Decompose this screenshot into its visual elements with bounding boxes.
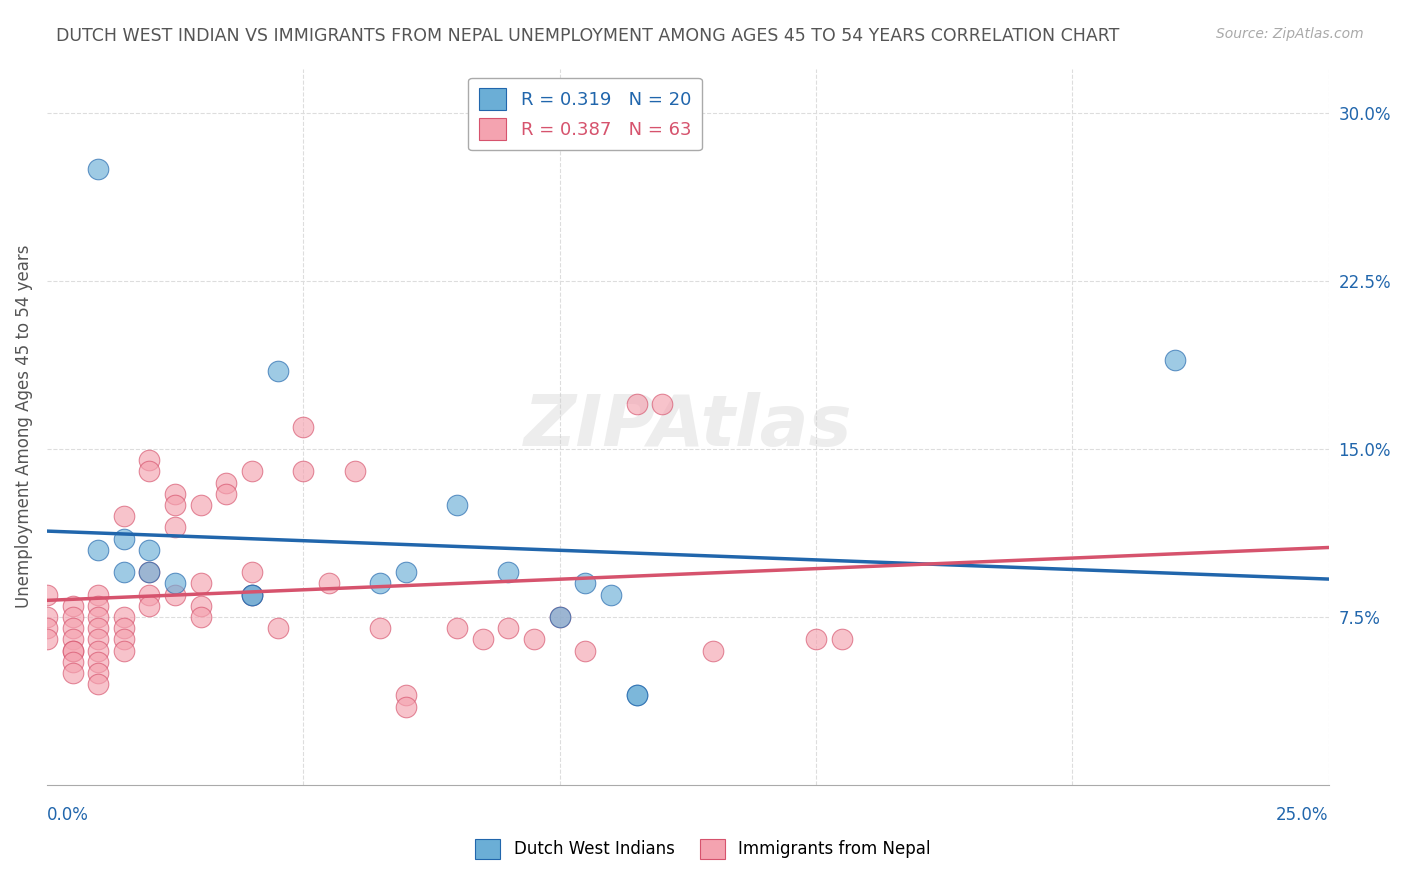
Immigrants from Nepal bbox=[35, 588, 58, 602]
Immigrants from Nepal bbox=[112, 621, 135, 635]
Dutch West Indians bbox=[498, 565, 520, 579]
Dutch West Indians bbox=[574, 576, 596, 591]
Immigrants from Nepal bbox=[112, 632, 135, 647]
Immigrants from Nepal bbox=[318, 576, 340, 591]
Immigrants from Nepal bbox=[62, 599, 84, 613]
Immigrants from Nepal bbox=[35, 632, 58, 647]
Text: ZIPAtlas: ZIPAtlas bbox=[523, 392, 852, 461]
Dutch West Indians bbox=[240, 588, 263, 602]
Immigrants from Nepal bbox=[266, 621, 288, 635]
Immigrants from Nepal bbox=[87, 610, 110, 624]
Immigrants from Nepal bbox=[471, 632, 494, 647]
Dutch West Indians bbox=[626, 689, 648, 703]
Text: DUTCH WEST INDIAN VS IMMIGRANTS FROM NEPAL UNEMPLOYMENT AMONG AGES 45 TO 54 YEAR: DUTCH WEST INDIAN VS IMMIGRANTS FROM NEP… bbox=[56, 27, 1119, 45]
Dutch West Indians bbox=[1164, 352, 1187, 367]
Immigrants from Nepal bbox=[498, 621, 520, 635]
Immigrants from Nepal bbox=[240, 465, 263, 479]
Dutch West Indians bbox=[165, 576, 187, 591]
Immigrants from Nepal bbox=[35, 610, 58, 624]
Immigrants from Nepal bbox=[62, 655, 84, 669]
Y-axis label: Unemployment Among Ages 45 to 54 years: Unemployment Among Ages 45 to 54 years bbox=[15, 245, 32, 608]
Immigrants from Nepal bbox=[87, 621, 110, 635]
Immigrants from Nepal bbox=[87, 632, 110, 647]
Text: Source: ZipAtlas.com: Source: ZipAtlas.com bbox=[1216, 27, 1364, 41]
Immigrants from Nepal bbox=[240, 565, 263, 579]
Immigrants from Nepal bbox=[215, 487, 238, 501]
Immigrants from Nepal bbox=[651, 397, 673, 411]
Text: 0.0%: 0.0% bbox=[46, 806, 89, 824]
Immigrants from Nepal bbox=[523, 632, 546, 647]
Immigrants from Nepal bbox=[395, 689, 418, 703]
Dutch West Indians bbox=[112, 565, 135, 579]
Immigrants from Nepal bbox=[87, 665, 110, 680]
Immigrants from Nepal bbox=[112, 610, 135, 624]
Immigrants from Nepal bbox=[138, 588, 160, 602]
Dutch West Indians bbox=[626, 689, 648, 703]
Immigrants from Nepal bbox=[190, 498, 212, 512]
Dutch West Indians bbox=[395, 565, 418, 579]
Immigrants from Nepal bbox=[574, 643, 596, 657]
Immigrants from Nepal bbox=[138, 465, 160, 479]
Immigrants from Nepal bbox=[62, 665, 84, 680]
Immigrants from Nepal bbox=[368, 621, 391, 635]
Dutch West Indians bbox=[240, 588, 263, 602]
Immigrants from Nepal bbox=[112, 509, 135, 524]
Immigrants from Nepal bbox=[138, 599, 160, 613]
Immigrants from Nepal bbox=[395, 699, 418, 714]
Immigrants from Nepal bbox=[343, 465, 366, 479]
Immigrants from Nepal bbox=[138, 453, 160, 467]
Immigrants from Nepal bbox=[87, 643, 110, 657]
Dutch West Indians bbox=[266, 364, 288, 378]
Immigrants from Nepal bbox=[62, 643, 84, 657]
Immigrants from Nepal bbox=[165, 498, 187, 512]
Immigrants from Nepal bbox=[138, 565, 160, 579]
Immigrants from Nepal bbox=[62, 643, 84, 657]
Legend: R = 0.319   N = 20, R = 0.387   N = 63: R = 0.319 N = 20, R = 0.387 N = 63 bbox=[468, 78, 702, 151]
Dutch West Indians bbox=[138, 542, 160, 557]
Immigrants from Nepal bbox=[165, 520, 187, 534]
Immigrants from Nepal bbox=[62, 621, 84, 635]
Immigrants from Nepal bbox=[626, 397, 648, 411]
Immigrants from Nepal bbox=[87, 677, 110, 691]
Immigrants from Nepal bbox=[292, 465, 315, 479]
Immigrants from Nepal bbox=[548, 610, 571, 624]
Immigrants from Nepal bbox=[87, 655, 110, 669]
Immigrants from Nepal bbox=[62, 632, 84, 647]
Immigrants from Nepal bbox=[190, 576, 212, 591]
Immigrants from Nepal bbox=[87, 588, 110, 602]
Immigrants from Nepal bbox=[165, 588, 187, 602]
Immigrants from Nepal bbox=[165, 487, 187, 501]
Dutch West Indians bbox=[446, 498, 468, 512]
Dutch West Indians bbox=[599, 588, 621, 602]
Immigrants from Nepal bbox=[240, 588, 263, 602]
Immigrants from Nepal bbox=[831, 632, 853, 647]
Immigrants from Nepal bbox=[190, 599, 212, 613]
Immigrants from Nepal bbox=[35, 621, 58, 635]
Immigrants from Nepal bbox=[804, 632, 827, 647]
Text: 25.0%: 25.0% bbox=[1277, 806, 1329, 824]
Immigrants from Nepal bbox=[190, 610, 212, 624]
Dutch West Indians bbox=[368, 576, 391, 591]
Dutch West Indians bbox=[87, 162, 110, 177]
Immigrants from Nepal bbox=[87, 599, 110, 613]
Dutch West Indians bbox=[548, 610, 571, 624]
Legend: Dutch West Indians, Immigrants from Nepal: Dutch West Indians, Immigrants from Nepa… bbox=[468, 832, 938, 866]
Immigrants from Nepal bbox=[62, 610, 84, 624]
Immigrants from Nepal bbox=[446, 621, 468, 635]
Immigrants from Nepal bbox=[112, 643, 135, 657]
Dutch West Indians bbox=[87, 542, 110, 557]
Dutch West Indians bbox=[138, 565, 160, 579]
Immigrants from Nepal bbox=[292, 419, 315, 434]
Immigrants from Nepal bbox=[215, 475, 238, 490]
Dutch West Indians bbox=[112, 532, 135, 546]
Immigrants from Nepal bbox=[702, 643, 724, 657]
